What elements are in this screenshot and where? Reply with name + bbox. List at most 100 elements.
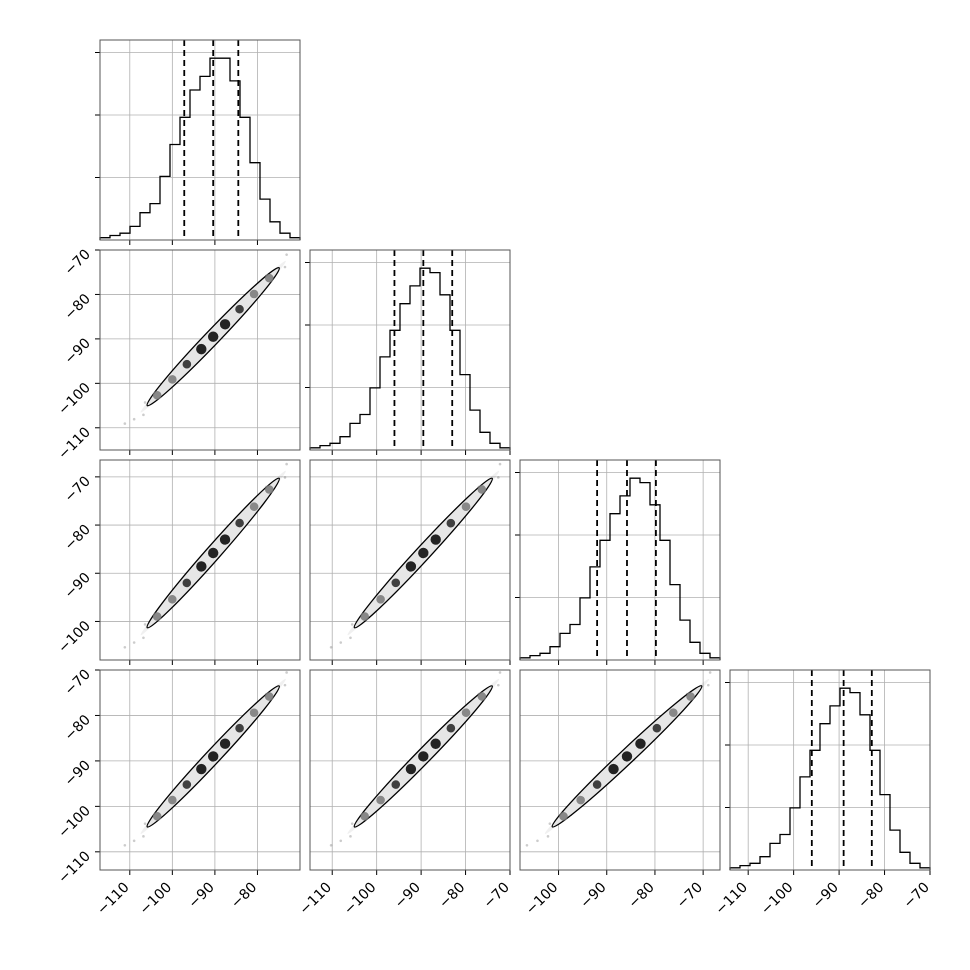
density-blob [461,708,471,718]
sample-point [349,636,352,640]
density-blob [621,751,633,762]
density-contour [544,678,710,834]
sample-point [142,413,145,417]
x-tick-label: −100 [341,880,380,919]
density-blob [391,780,401,789]
panel-frame [519,669,721,871]
sample-point [123,645,127,649]
x-tick-label: −100 [137,880,176,919]
density-blob [264,692,274,701]
sample-point [706,683,710,687]
y-tick-label: −80 [62,291,94,323]
sample-point [349,835,352,838]
histogram-step [729,687,931,870]
sample-point [283,265,287,269]
sample-point [350,623,354,626]
sample-point [498,671,502,674]
panel-0-0 [95,39,301,245]
sample-point [350,822,354,825]
density-blob [592,780,602,789]
density-blob [477,692,487,701]
density-blob [167,595,177,604]
x-tick-label: −100 [758,880,797,919]
histogram-step [309,267,511,450]
density-blob [182,578,192,588]
panel-frame [309,249,511,451]
density-blob [608,763,619,775]
density-contour [140,678,286,834]
sample-point [497,476,500,479]
density-blob [264,485,274,494]
sample-point [143,401,147,404]
panel-frame [729,669,931,871]
density-blob [446,723,456,733]
panel-frame [99,459,301,661]
panel-1-1 [305,249,511,455]
density-blob [196,343,207,355]
sample-point [548,822,552,825]
sample-point [708,671,712,674]
panel-3-3: −110 −100 −90 −80 −70 [713,669,933,919]
y-tick-label: −110 [55,424,94,463]
density-blob [196,763,207,775]
density-blob [669,708,678,717]
density-blob [152,612,162,621]
x-tick-label: −80 [436,880,468,912]
density-blob [235,518,244,528]
density-blob [559,812,568,821]
sample-point [123,843,127,847]
x-tick-label: −100 [523,880,562,919]
density-blob [207,331,219,342]
x-tick-label: −110 [297,880,336,919]
x-tick-label: −90 [577,880,609,912]
density-blob [168,375,177,384]
sample-point [283,683,287,687]
sample-point [285,253,288,256]
density-blob [219,319,231,330]
density-blob [461,502,471,511]
density-blob [405,763,417,775]
density-blob [219,534,231,545]
panel-3-2: −100 −90 −80 −70 [519,669,721,919]
density-contour [140,470,286,636]
x-tick-label: −90 [186,880,218,912]
sample-point [132,641,136,644]
panel-3-0: −110−100−90−80−70−110 −100 −90 −80 [55,667,301,919]
panel-frame [519,459,721,661]
x-tick-label: −80 [855,880,887,912]
x-tick-label: −90 [810,880,842,912]
density-blob [168,795,177,805]
density-blob [376,595,385,604]
density-blob [249,708,259,718]
panel-3-1: −110 −100 −90 −80 −70 [297,669,513,919]
panel-frame [309,669,511,871]
sample-point [132,839,136,843]
sample-point [123,422,127,425]
panel-frame [309,459,511,661]
y-tick-label: −90 [62,757,94,789]
y-tick-label: −100 [55,803,94,842]
density-blob [264,273,274,283]
sample-point [536,839,539,843]
panel-2-2 [515,459,721,665]
panel-frame [99,39,301,241]
sample-point [546,835,550,838]
density-blob [635,738,646,749]
y-tick-label: −100 [55,380,94,419]
x-tick-label: −80 [228,880,260,912]
x-tick-label: −70 [481,880,513,912]
density-blob [207,751,219,762]
panel-frame [99,249,301,451]
x-tick-label: −110 [713,880,752,919]
y-tick-label: −110 [55,848,94,887]
density-blob [418,751,429,762]
density-blob [235,723,244,733]
density-blob [430,534,441,545]
panel-frame [99,669,301,871]
sample-point [525,843,529,847]
sample-point [132,417,136,421]
sample-point [339,839,343,843]
density-blob [430,738,441,749]
y-tick-label: −70 [62,667,94,699]
density-contour [347,470,500,636]
